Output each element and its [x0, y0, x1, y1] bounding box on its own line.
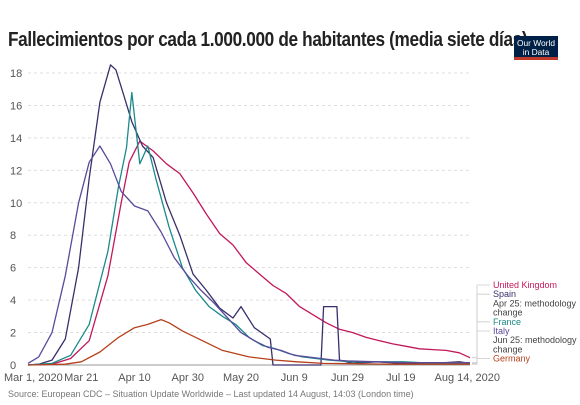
legend-entry: Italy: [493, 326, 510, 336]
page-title: Fallecimientos por cada 1.000.000 de hab…: [8, 29, 528, 51]
y-tick-label: 16: [10, 100, 22, 112]
legend-entry: Jun 25: methodology: [493, 335, 577, 345]
source-note: Source: European CDC – Situation Update …: [8, 389, 414, 399]
y-tick-label: 12: [10, 165, 22, 177]
y-tick-label: 2: [10, 328, 16, 340]
legend-connector: [472, 293, 490, 364]
series-line-united-kingdom[interactable]: [27, 140, 471, 366]
legend-entry: France: [493, 317, 521, 327]
y-tick-label: 0: [10, 360, 16, 372]
x-tick-label: Jun 9: [281, 372, 308, 384]
owid-logo[interactable]: Our World in Data: [514, 36, 558, 60]
legend-entry: Germany: [493, 354, 531, 364]
logo-line-2: in Data: [522, 47, 550, 57]
legend-entry: change: [493, 344, 523, 354]
x-axis: Mar 1, 2020 Mar 21 Apr 10 Apr 30 May 20 Jun 9…: [4, 372, 500, 384]
legend-entry: Spain: [493, 289, 516, 299]
y-tick-label: 8: [10, 230, 16, 242]
y-tick-label: 6: [10, 263, 16, 275]
x-tick-label: May 20: [223, 372, 259, 384]
series-line-spain[interactable]: [27, 64, 471, 366]
y-axis: 0 2 4 6 8 10 12 14 16 18: [10, 68, 22, 372]
x-tick-label: Apr 30: [172, 372, 204, 384]
x-tick-label: Mar 1, 2020: [4, 372, 63, 384]
legend-connector: [472, 358, 490, 365]
series-lines: [27, 64, 471, 366]
series-line-germany[interactable]: [27, 318, 470, 366]
x-tick-label: Aug 14, 2020: [435, 372, 500, 384]
grid-lines: [28, 72, 470, 366]
y-tick-label: 10: [10, 198, 22, 210]
legend-entry: change: [493, 308, 523, 318]
legend-entry: Apr 25: methodology: [493, 298, 577, 308]
y-tick-label: 18: [10, 68, 22, 80]
x-tick-label: Jun 29: [331, 372, 364, 384]
x-tick-label: Apr 10: [118, 372, 150, 384]
x-tick-label: Jul 19: [386, 372, 415, 384]
y-tick-label: 14: [10, 133, 22, 145]
legend-connector: [472, 330, 490, 363]
legend-connector: [472, 321, 490, 364]
y-tick-label: 4: [10, 295, 16, 307]
x-tick-label: Mar 21: [64, 372, 98, 384]
legend-connector: [472, 284, 490, 359]
legend-entry: United Kingdom: [493, 280, 557, 290]
series-line-italy[interactable]: [27, 145, 470, 364]
logo-line-1: Our World: [516, 38, 555, 48]
